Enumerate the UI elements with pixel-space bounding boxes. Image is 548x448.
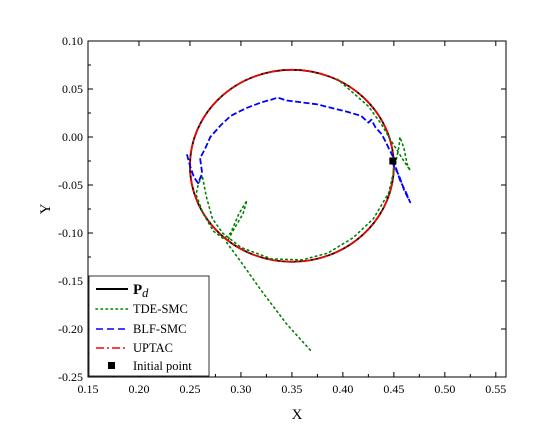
y-tick-label: -0.10: [58, 226, 83, 240]
series-tde-smc-line: [195, 78, 412, 351]
legend-label-pd-sub: d: [142, 286, 149, 300]
x-axis-label: X: [292, 407, 303, 423]
series-layer: [186, 68, 412, 351]
x-tick-label: 0.50: [434, 382, 455, 396]
x-tick-label: 0.55: [485, 382, 506, 396]
y-tick-label: 0.05: [62, 82, 83, 96]
x-tick-label: 0.35: [281, 382, 302, 396]
x-tick-label: 0.45: [383, 382, 404, 396]
x-tick-label: 0.40: [332, 382, 353, 396]
legend-label-tde-smc: TDE-SMC: [133, 302, 188, 316]
series-uptac-circle: [189, 69, 395, 263]
x-tick-label: 0.30: [230, 382, 251, 396]
y-axis-ticks: 0.10 0.05 0.00 -0.05 -0.10 -0.15 -0.20 -0.25: [58, 34, 506, 384]
x-axis-ticks: 0.15 0.20 0.25 0.30 0.35 0.40 0.45 0.50 0.55: [78, 41, 506, 396]
x-tick-label: 0.20: [128, 382, 149, 396]
y-tick-label: -0.05: [58, 178, 83, 192]
legend-label-uptac: UPTAC: [133, 341, 173, 355]
legend-label-initial-point: Initial point: [133, 359, 192, 373]
legend-box: [88, 275, 210, 377]
y-tick-label: -0.20: [58, 322, 83, 336]
series-pd-circle: [189, 68, 395, 263]
series-blf-smc-line: [186, 96, 412, 204]
y-axis-label: Y: [38, 203, 54, 214]
legend-marker-initial-point: [108, 362, 115, 369]
y-tick-label: 0.00: [62, 130, 83, 144]
y-tick-label: -0.25: [58, 370, 83, 384]
legend-label-pd-main: P: [133, 282, 142, 298]
x-tick-label: 0.25: [179, 382, 200, 396]
y-tick-label: 0.10: [62, 34, 83, 48]
initial-point-marker: [389, 157, 397, 165]
legend: Pd TDE-SMC BLF-SMC UPTAC Initial point: [88, 275, 210, 377]
legend-label-pd: Pd: [133, 282, 149, 300]
legend-label-blf-smc: BLF-SMC: [133, 322, 187, 336]
x-tick-label: 0.15: [78, 382, 99, 396]
y-tick-label: -0.15: [58, 274, 83, 288]
